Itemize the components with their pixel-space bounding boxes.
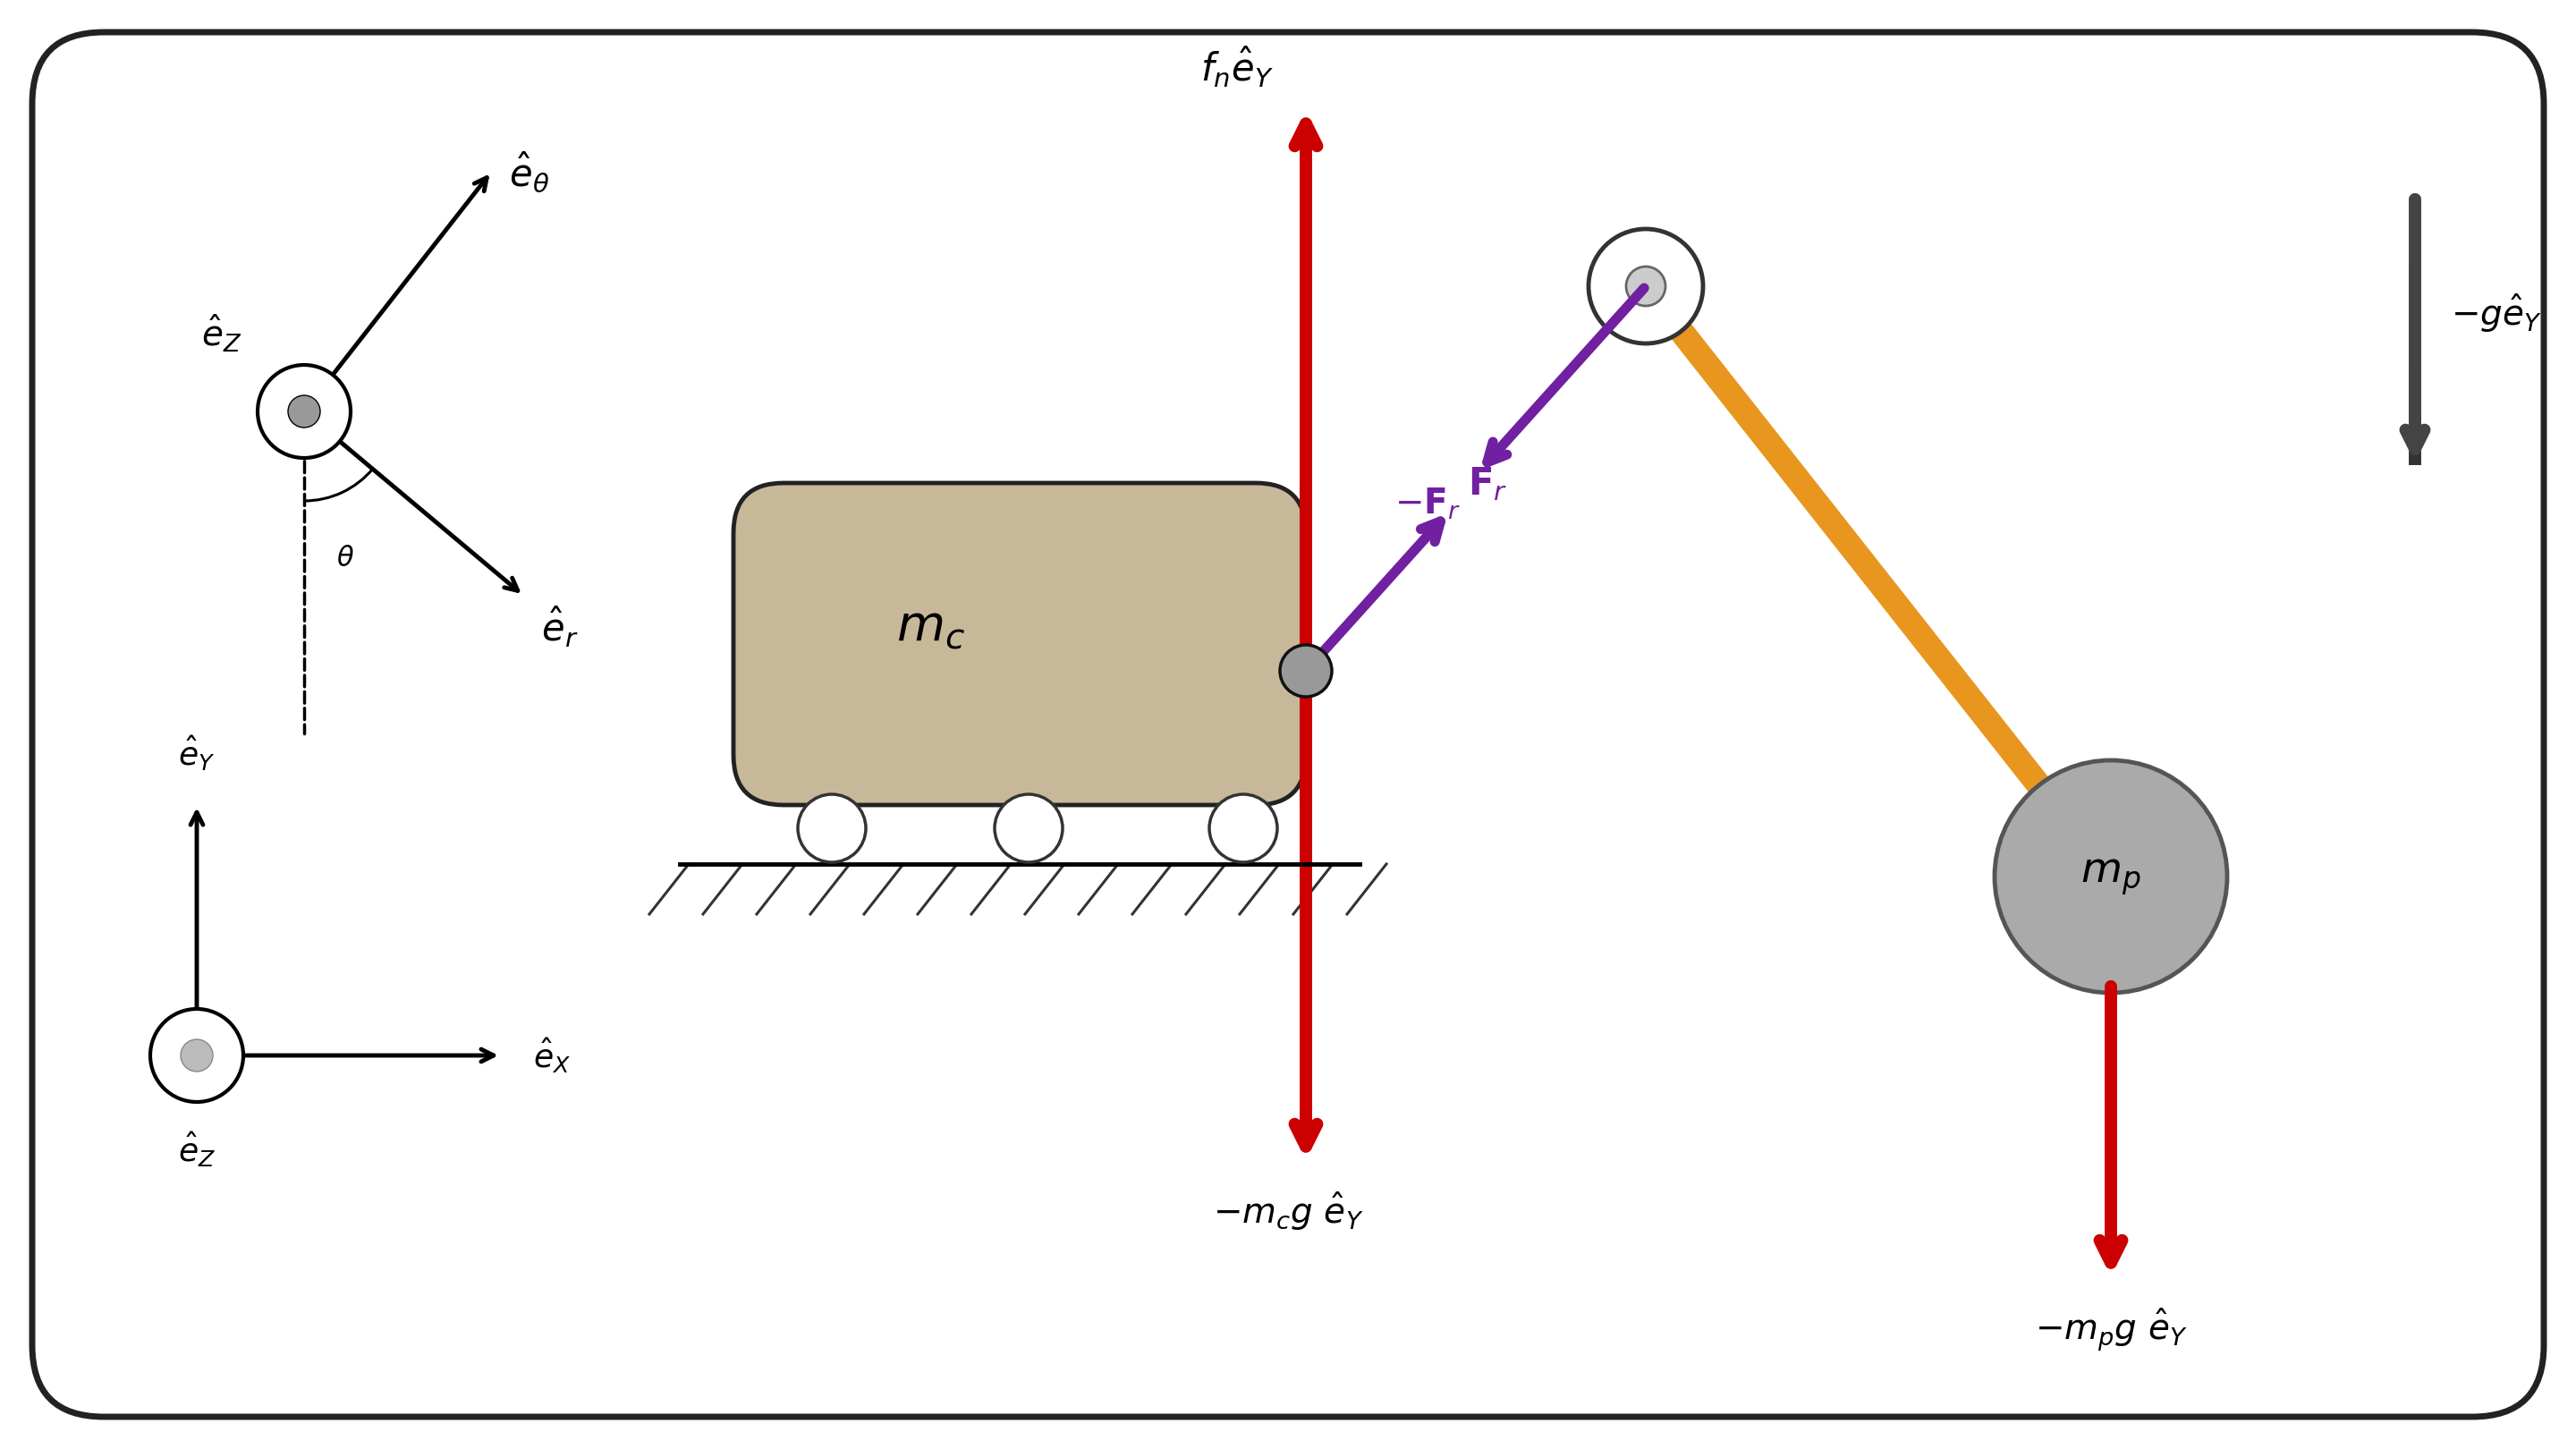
Text: $-\mathbf{F}_r$: $-\mathbf{F}_r$ (1394, 487, 1461, 522)
Circle shape (994, 794, 1064, 862)
FancyBboxPatch shape (31, 32, 2545, 1417)
Text: $f_n\hat{e}_Y$: $f_n\hat{e}_Y$ (1200, 45, 1273, 90)
Text: $-g\hat{e}_Y$: $-g\hat{e}_Y$ (2450, 291, 2543, 335)
FancyBboxPatch shape (734, 483, 1306, 806)
Text: $\hat{e}_Z$: $\hat{e}_Z$ (201, 313, 242, 354)
Circle shape (180, 1039, 214, 1072)
Text: $-m_c g\ \hat{e}_Y$: $-m_c g\ \hat{e}_Y$ (1213, 1190, 1363, 1233)
Text: $\hat{e}_Z$: $\hat{e}_Z$ (178, 1130, 216, 1169)
Circle shape (289, 396, 319, 427)
Text: $m_p$: $m_p$ (2081, 856, 2141, 897)
Circle shape (1280, 645, 1332, 697)
Text: $m_c$: $m_c$ (896, 601, 963, 651)
Text: $\mathbf{F}_r$: $\mathbf{F}_r$ (1468, 465, 1507, 503)
Text: $\theta$: $\theta$ (337, 546, 355, 571)
Circle shape (149, 1009, 242, 1101)
Circle shape (258, 365, 350, 458)
Circle shape (1589, 229, 1703, 343)
Text: $\hat{e}_X$: $\hat{e}_X$ (533, 1036, 572, 1075)
Text: $-m_p g\ \hat{e}_Y$: $-m_p g\ \hat{e}_Y$ (2035, 1306, 2187, 1353)
Circle shape (1625, 267, 1667, 306)
Text: $\hat{e}_r$: $\hat{e}_r$ (541, 604, 580, 649)
Text: $\hat{e}_Y$: $\hat{e}_Y$ (178, 735, 216, 772)
Circle shape (1994, 761, 2228, 993)
Circle shape (799, 794, 866, 862)
Text: $\hat{e}_\theta$: $\hat{e}_\theta$ (510, 149, 549, 194)
Circle shape (1208, 794, 1278, 862)
